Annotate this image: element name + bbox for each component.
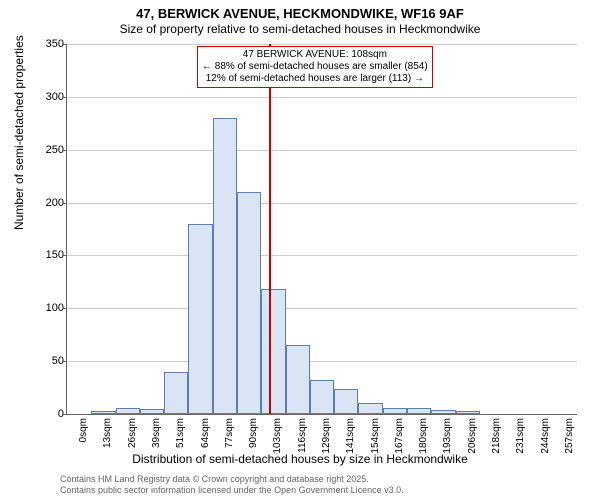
x-tick-label: 193sqm — [442, 418, 453, 458]
x-tick-label: 39sqm — [151, 418, 162, 458]
histogram-bar — [334, 389, 358, 414]
gridline — [67, 203, 577, 204]
x-tick-label: 141sqm — [345, 418, 356, 458]
histogram-bar — [407, 408, 431, 414]
y-tick-mark — [62, 150, 66, 151]
y-tick-label: 300 — [34, 91, 64, 103]
x-tick-label: 77sqm — [224, 418, 235, 458]
y-tick-mark — [62, 308, 66, 309]
footer-text: Contains HM Land Registry data © Crown c… — [60, 474, 404, 496]
x-tick-label: 180sqm — [418, 418, 429, 458]
histogram-bar — [164, 372, 188, 414]
histogram-bar — [116, 408, 140, 414]
x-tick-label: 218sqm — [491, 418, 502, 458]
histogram-bar — [456, 411, 480, 414]
x-tick-label: 116sqm — [297, 418, 308, 458]
y-tick-label: 0 — [34, 408, 64, 420]
x-tick-label: 231sqm — [515, 418, 526, 458]
histogram-bar — [91, 411, 115, 414]
plot-area: 47 BERWICK AVENUE: 108sqm ← 88% of semi-… — [66, 44, 577, 415]
histogram-bar — [261, 289, 285, 414]
x-tick-label: 0sqm — [78, 418, 89, 458]
annotation-line1: 47 BERWICK AVENUE: 108sqm — [202, 49, 428, 61]
footer-line1: Contains HM Land Registry data © Crown c… — [60, 474, 404, 485]
gridline — [67, 361, 577, 362]
x-tick-label: 154sqm — [370, 418, 381, 458]
histogram-bar — [237, 192, 261, 414]
y-tick-mark — [62, 203, 66, 204]
y-tick-mark — [62, 44, 66, 45]
y-tick-label: 250 — [34, 144, 64, 156]
y-axis-label: Number of semi-detached properties — [12, 35, 26, 230]
y-tick-label: 100 — [34, 302, 64, 314]
y-tick-mark — [62, 414, 66, 415]
y-tick-label: 200 — [34, 197, 64, 209]
histogram-bar — [383, 408, 407, 414]
histogram-bar — [358, 403, 382, 414]
x-tick-label: 51sqm — [175, 418, 186, 458]
x-tick-label: 167sqm — [394, 418, 405, 458]
y-tick-mark — [62, 361, 66, 362]
gridline — [67, 308, 577, 309]
annotation-line2: ← 88% of semi-detached houses are smalle… — [202, 61, 428, 73]
title-main: 47, BERWICK AVENUE, HECKMONDWIKE, WF16 9… — [0, 6, 600, 21]
y-tick-label: 350 — [34, 38, 64, 50]
reference-line — [269, 44, 271, 414]
x-tick-label: 64sqm — [200, 418, 211, 458]
x-tick-label: 90sqm — [248, 418, 259, 458]
histogram-bar — [431, 410, 455, 414]
footer-line2: Contains public sector information licen… — [60, 485, 404, 496]
histogram-bar — [140, 409, 164, 414]
gridline — [67, 44, 577, 45]
title-sub: Size of property relative to semi-detach… — [0, 22, 600, 36]
y-tick-mark — [62, 255, 66, 256]
gridline — [67, 255, 577, 256]
histogram-bar — [310, 380, 334, 414]
x-tick-label: 26sqm — [127, 418, 138, 458]
x-tick-label: 129sqm — [321, 418, 332, 458]
histogram-bar — [188, 224, 212, 414]
y-tick-label: 50 — [34, 355, 64, 367]
y-tick-label: 150 — [34, 249, 64, 261]
x-tick-label: 244sqm — [540, 418, 551, 458]
x-tick-label: 13sqm — [102, 418, 113, 458]
histogram-bar — [213, 118, 237, 414]
y-tick-mark — [62, 97, 66, 98]
x-tick-label: 206sqm — [467, 418, 478, 458]
annotation-line3: 12% of semi-detached houses are larger (… — [202, 73, 428, 85]
gridline — [67, 97, 577, 98]
chart-container: 47, BERWICK AVENUE, HECKMONDWIKE, WF16 9… — [0, 0, 600, 500]
gridline — [67, 150, 577, 151]
x-tick-label: 103sqm — [272, 418, 283, 458]
annotation-box: 47 BERWICK AVENUE: 108sqm ← 88% of semi-… — [197, 46, 433, 88]
x-tick-label: 257sqm — [564, 418, 575, 458]
histogram-bar — [286, 345, 310, 414]
